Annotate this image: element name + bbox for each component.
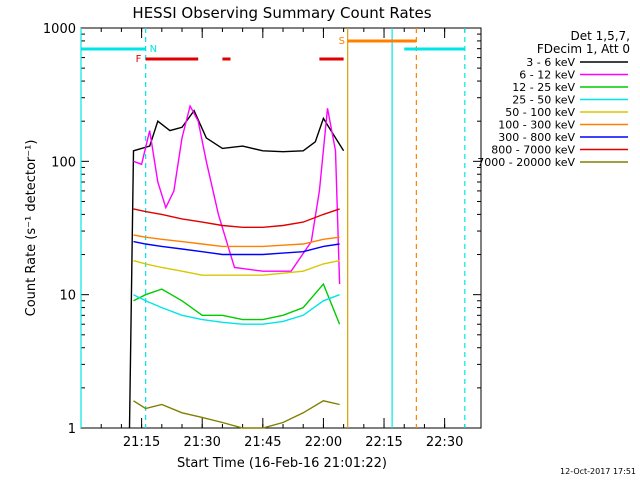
- y-tick-label: 10: [59, 289, 76, 304]
- night-flag-label: N: [150, 44, 157, 55]
- y-tick-label: 1000: [43, 22, 76, 37]
- legend-label: 800 - 7000 keV: [491, 144, 575, 157]
- x-tick-label: 22:30: [426, 435, 463, 450]
- observing-flags: N S F: [80, 28, 466, 428]
- series-line-0: [128, 109, 345, 429]
- x-axis: 21:15 21:30 21:45 22:00 22:15 22:30: [80, 28, 466, 450]
- legend-label: 300 - 800 keV: [498, 131, 575, 144]
- chart-title: HESSI Observing Summary Count Rates: [132, 4, 431, 22]
- series-line-8: [133, 400, 340, 429]
- legend-label: 3 - 6 keV: [526, 56, 575, 69]
- x-tick-label: 22:15: [365, 435, 402, 450]
- legend-label: 6 - 12 keV: [519, 69, 575, 82]
- legend-label: 12 - 25 keV: [512, 81, 575, 94]
- legend-label: 7000 - 20000 keV: [477, 156, 575, 169]
- x-axis-label: Start Time (16-Feb-16 21:01:22): [177, 456, 387, 471]
- plot-frame: [80, 27, 482, 429]
- series-line-1: [133, 104, 341, 285]
- series-line-3: [133, 294, 340, 325]
- series-line-6: [133, 240, 340, 256]
- series-group: [128, 104, 345, 429]
- legend-label: 50 - 100 keV: [505, 106, 575, 119]
- x-tick-label: 21:30: [183, 435, 220, 450]
- footer-timestamp: 12-Oct-2017 17:51: [560, 467, 636, 476]
- y-axis: 1 10 100 1000: [43, 22, 481, 437]
- series-line-2: [133, 282, 341, 325]
- series-line-4: [133, 259, 340, 276]
- legend-header-line-2: FDecim 1, Att 0: [537, 42, 630, 56]
- saa-flag-label: S: [339, 36, 345, 47]
- y-tick-label: 1: [68, 422, 76, 437]
- y-tick-label: 100: [51, 155, 76, 170]
- legend-label: 25 - 50 keV: [512, 94, 575, 107]
- y-axis-label: Count Rate (s⁻¹ detector⁻¹): [24, 140, 39, 317]
- series-line-5: [133, 234, 340, 248]
- x-tick-label: 21:45: [244, 435, 281, 450]
- legend-header-line-1: Det 1,5,7,: [571, 29, 631, 43]
- flare-flag-label: F: [136, 54, 142, 65]
- x-tick-label: 22:00: [305, 435, 342, 450]
- series-line-7: [133, 208, 340, 229]
- legend-label: 100 - 300 keV: [498, 119, 575, 132]
- x-tick-label: 21:15: [123, 435, 160, 450]
